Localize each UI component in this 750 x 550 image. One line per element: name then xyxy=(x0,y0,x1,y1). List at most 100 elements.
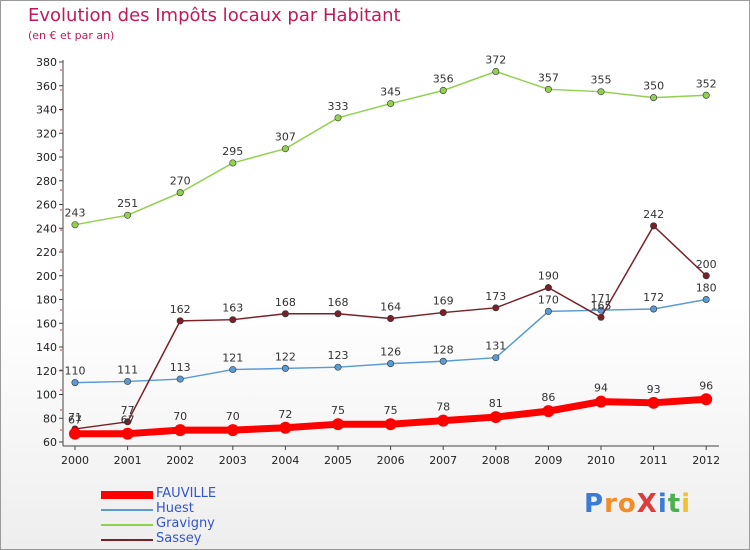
data-label: 77 xyxy=(121,404,135,417)
logo-letter: i xyxy=(657,489,668,519)
data-point xyxy=(281,364,289,372)
data-label: 295 xyxy=(222,145,243,158)
data-label: 200 xyxy=(696,258,717,271)
data-point xyxy=(544,284,552,292)
data-label: 121 xyxy=(222,352,243,365)
data-point xyxy=(439,309,447,317)
data-label: 72 xyxy=(278,408,292,421)
x-tick-label: 2012 xyxy=(692,454,720,467)
logo-letter: t xyxy=(667,489,682,519)
data-label: 131 xyxy=(485,340,506,353)
data-point xyxy=(124,377,132,385)
data-point xyxy=(702,295,710,303)
legend-swatch xyxy=(101,539,153,541)
data-label: 128 xyxy=(433,343,454,356)
y-tick-label: 220 xyxy=(36,246,57,259)
data-point xyxy=(121,427,134,440)
logo-letter: o xyxy=(617,489,637,519)
x-tick-label: 2006 xyxy=(377,454,405,467)
legend-label: Huest xyxy=(156,501,194,516)
data-label: 164 xyxy=(380,301,401,314)
data-label: 172 xyxy=(643,291,664,304)
data-point xyxy=(229,159,237,167)
legend-swatch xyxy=(101,491,153,499)
x-tick-label: 2004 xyxy=(271,454,299,467)
y-tick-label: 340 xyxy=(36,104,57,117)
data-point xyxy=(334,363,342,371)
data-point xyxy=(702,91,710,99)
data-label: 111 xyxy=(117,363,138,376)
data-label: 81 xyxy=(489,397,503,410)
data-label: 333 xyxy=(328,100,349,113)
legend-label: FAUVILLE xyxy=(156,486,217,501)
data-point xyxy=(492,304,500,312)
y-tick-label: 300 xyxy=(36,151,57,164)
data-label: 270 xyxy=(170,175,191,188)
data-point xyxy=(597,306,605,314)
data-point xyxy=(124,418,132,426)
x-tick-label: 2001 xyxy=(114,454,142,467)
data-label: 243 xyxy=(65,207,86,220)
data-label: 356 xyxy=(433,73,454,86)
data-label: 122 xyxy=(275,350,296,363)
y-tick-label: 100 xyxy=(36,389,57,402)
data-point xyxy=(647,396,660,409)
data-label: 110 xyxy=(65,365,86,378)
data-label: 75 xyxy=(384,404,398,417)
data-point xyxy=(334,310,342,318)
data-label: 352 xyxy=(696,77,717,90)
y-tick-label: 200 xyxy=(36,270,57,283)
data-label: 345 xyxy=(380,86,401,99)
data-point xyxy=(542,405,555,418)
data-label: 350 xyxy=(643,80,664,93)
x-tick-label: 2008 xyxy=(482,454,510,467)
data-point xyxy=(176,375,184,383)
data-point xyxy=(71,221,79,229)
data-label: 94 xyxy=(594,382,608,395)
data-point xyxy=(597,88,605,96)
data-label: 171 xyxy=(591,292,612,305)
y-tick-label: 380 xyxy=(36,56,57,69)
data-point xyxy=(174,424,187,437)
data-label: 169 xyxy=(433,295,454,308)
legend-label: Gravigny xyxy=(156,516,215,531)
data-label: 96 xyxy=(699,379,713,392)
data-point xyxy=(229,316,237,324)
data-label: 86 xyxy=(541,391,555,404)
x-tick-label: 2002 xyxy=(166,454,194,467)
y-tick-label: 240 xyxy=(36,222,57,235)
y-tick-label: 320 xyxy=(36,127,57,140)
legend-label: Sassey xyxy=(156,531,202,546)
data-point xyxy=(279,421,292,434)
data-label: 251 xyxy=(117,197,138,210)
data-label: 126 xyxy=(380,346,401,359)
data-point xyxy=(387,314,395,322)
data-point xyxy=(492,68,500,76)
data-point xyxy=(387,100,395,108)
y-tick-label: 60 xyxy=(43,436,57,449)
data-point xyxy=(595,395,607,408)
data-label: 180 xyxy=(696,282,717,295)
data-label: 75 xyxy=(331,404,345,417)
legend-swatch xyxy=(101,509,153,511)
x-tick-label: 2010 xyxy=(587,454,615,467)
x-tick-label: 2003 xyxy=(219,454,247,467)
y-tick-label: 160 xyxy=(36,317,57,330)
legend-swatch xyxy=(101,524,153,526)
data-point xyxy=(492,354,500,362)
data-point xyxy=(281,310,289,318)
logo-letter: X xyxy=(636,489,658,519)
data-label: 71 xyxy=(68,411,82,424)
data-label: 242 xyxy=(643,208,664,221)
data-point xyxy=(226,424,239,437)
data-label: 93 xyxy=(647,383,661,396)
data-label: 168 xyxy=(328,296,349,309)
logo-letter: r xyxy=(604,489,618,519)
x-tick-label: 2011 xyxy=(640,454,668,467)
data-label: 78 xyxy=(436,401,450,414)
data-point xyxy=(384,418,397,431)
data-label: 163 xyxy=(222,302,243,315)
data-point xyxy=(439,87,447,95)
